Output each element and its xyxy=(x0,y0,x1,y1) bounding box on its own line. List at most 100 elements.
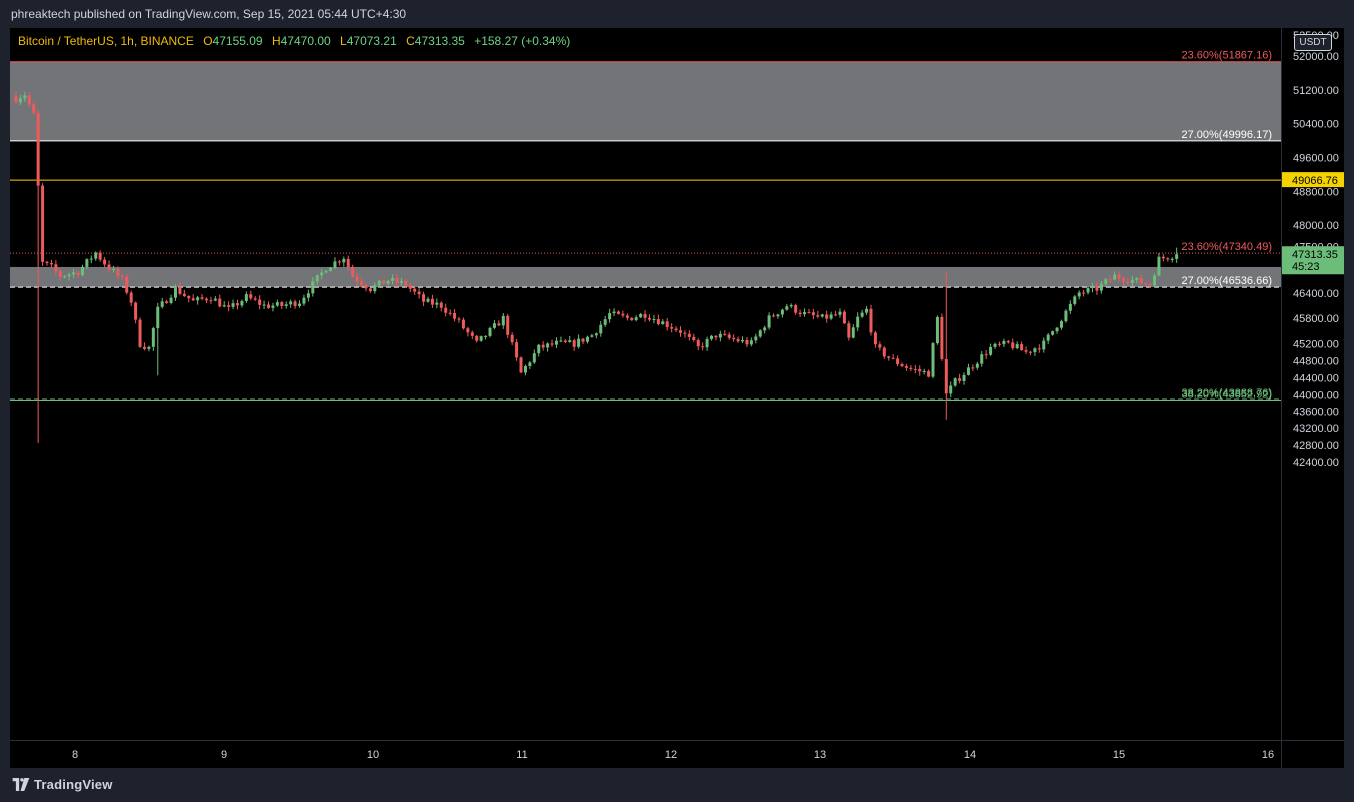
price-label-countdown: 45:23 xyxy=(1292,261,1320,273)
candle-body xyxy=(612,311,616,314)
x-tick-label: 9 xyxy=(221,749,227,761)
candle-body xyxy=(913,368,917,370)
y-tick-label: 46400.00 xyxy=(1293,288,1339,300)
candle-body xyxy=(953,378,957,386)
y-tick-label: 49600.00 xyxy=(1293,153,1339,165)
price-axis[interactable]: 42400.00 42800.00 43200.00 43600.00 44000.00… xyxy=(1281,28,1344,740)
level-label-3: 23.60%(47340.49) xyxy=(1181,241,1272,253)
candle-body xyxy=(873,332,877,345)
candle-body xyxy=(1170,258,1174,260)
y-tick-label: 45200.00 xyxy=(1293,339,1339,351)
candle-body xyxy=(253,298,257,300)
candle-body xyxy=(187,295,191,299)
candle-body xyxy=(860,312,864,317)
candle-body xyxy=(1113,274,1117,280)
candle-body xyxy=(461,319,465,329)
levels-layer xyxy=(10,61,1281,402)
candle-body xyxy=(616,311,620,314)
candle-body xyxy=(634,317,638,321)
candle-body xyxy=(537,344,541,354)
candle-body xyxy=(829,314,833,319)
candle-body xyxy=(896,358,900,365)
y-tick-label: 45800.00 xyxy=(1293,313,1339,325)
candle-body xyxy=(692,336,696,341)
legend-high-label: H xyxy=(271,34,281,48)
candle-body xyxy=(422,294,426,302)
legend-symbol: Bitcoin / TetherUS, 1h, BINANCE xyxy=(18,34,194,48)
candle-body xyxy=(413,288,417,292)
candle-body xyxy=(355,276,359,282)
level-labels-layer: 23.60%(51867.16) 27.00%(49996.17) 23.60%(4… xyxy=(1181,50,1272,401)
candle-body xyxy=(298,303,302,306)
x-tick-label: 16 xyxy=(1262,749,1274,761)
candle-body xyxy=(1011,342,1015,349)
candle-body xyxy=(670,327,674,329)
candle-body xyxy=(169,297,173,303)
candle-body xyxy=(200,297,204,299)
candle-body xyxy=(927,371,931,377)
candle-body xyxy=(710,335,714,340)
tradingview-logo-icon xyxy=(12,778,30,791)
candle-body xyxy=(497,323,501,326)
candle-body xyxy=(687,333,691,337)
candle-body xyxy=(1104,279,1108,284)
candle-body xyxy=(679,330,682,333)
candle-body xyxy=(639,313,643,318)
candle-body xyxy=(909,367,913,369)
time-axis[interactable]: 8 9 10 11 12 13 14 15 16 xyxy=(10,740,1281,768)
candle-body xyxy=(382,280,386,284)
candle-body xyxy=(1042,340,1046,350)
candle-body xyxy=(448,312,452,314)
candle-body xyxy=(41,185,45,262)
candle-body xyxy=(993,343,997,347)
candle-body xyxy=(758,330,762,337)
candle-body xyxy=(426,298,430,302)
y-tick-label: 44400.00 xyxy=(1293,372,1339,384)
candle-body xyxy=(151,328,155,347)
candle-body xyxy=(621,313,625,316)
candle-body xyxy=(475,335,479,341)
candle-body xyxy=(563,340,567,342)
candle-body xyxy=(351,267,355,277)
candle-body xyxy=(1006,340,1010,343)
y-tick-label: 50400.00 xyxy=(1293,119,1339,131)
candle-body xyxy=(240,301,244,306)
candle-body xyxy=(342,258,346,263)
candle-body xyxy=(683,332,687,334)
candle-body xyxy=(989,346,993,355)
candle-body xyxy=(377,280,381,286)
candle-body xyxy=(315,275,319,282)
candle-body xyxy=(54,264,58,272)
candle-body xyxy=(138,319,142,347)
candle-body xyxy=(515,342,519,358)
candle-body xyxy=(1073,296,1077,304)
candle-body xyxy=(271,305,275,308)
chart-area[interactable]: Bitcoin / TetherUS, 1h, BINANCE O47155.0… xyxy=(10,28,1281,740)
candle-body xyxy=(368,288,372,292)
candle-body xyxy=(794,305,798,313)
legend-low-label: L xyxy=(340,34,347,48)
candle-body xyxy=(869,308,873,333)
candle-body xyxy=(72,272,76,275)
candle-body xyxy=(741,339,745,342)
candle-body xyxy=(723,333,727,335)
y-tick-label: 42800.00 xyxy=(1293,440,1339,452)
candle-body xyxy=(18,98,22,103)
candle-body xyxy=(457,318,461,320)
candle-body xyxy=(45,261,49,264)
candle-body xyxy=(1157,256,1161,276)
chart-legend: Bitcoin / TetherUS, 1h, BINANCE O47155.0… xyxy=(18,34,570,48)
candle-body xyxy=(1099,283,1103,291)
currency-badge[interactable]: USDT xyxy=(1294,34,1332,51)
candle-body xyxy=(603,319,607,325)
candle-body xyxy=(120,275,124,277)
legend-open-label: O xyxy=(203,34,213,48)
candle-body xyxy=(58,271,62,277)
candle-body xyxy=(173,286,177,298)
candle-body xyxy=(267,304,271,308)
x-tick-label: 8 xyxy=(72,749,78,761)
candle-body xyxy=(825,314,829,319)
candle-body xyxy=(506,315,510,335)
price-plot: 23.60%(51867.16) 27.00%(49996.17) 23.60%(4… xyxy=(10,50,1281,443)
price-label-0: 49066.76 xyxy=(1292,175,1338,187)
